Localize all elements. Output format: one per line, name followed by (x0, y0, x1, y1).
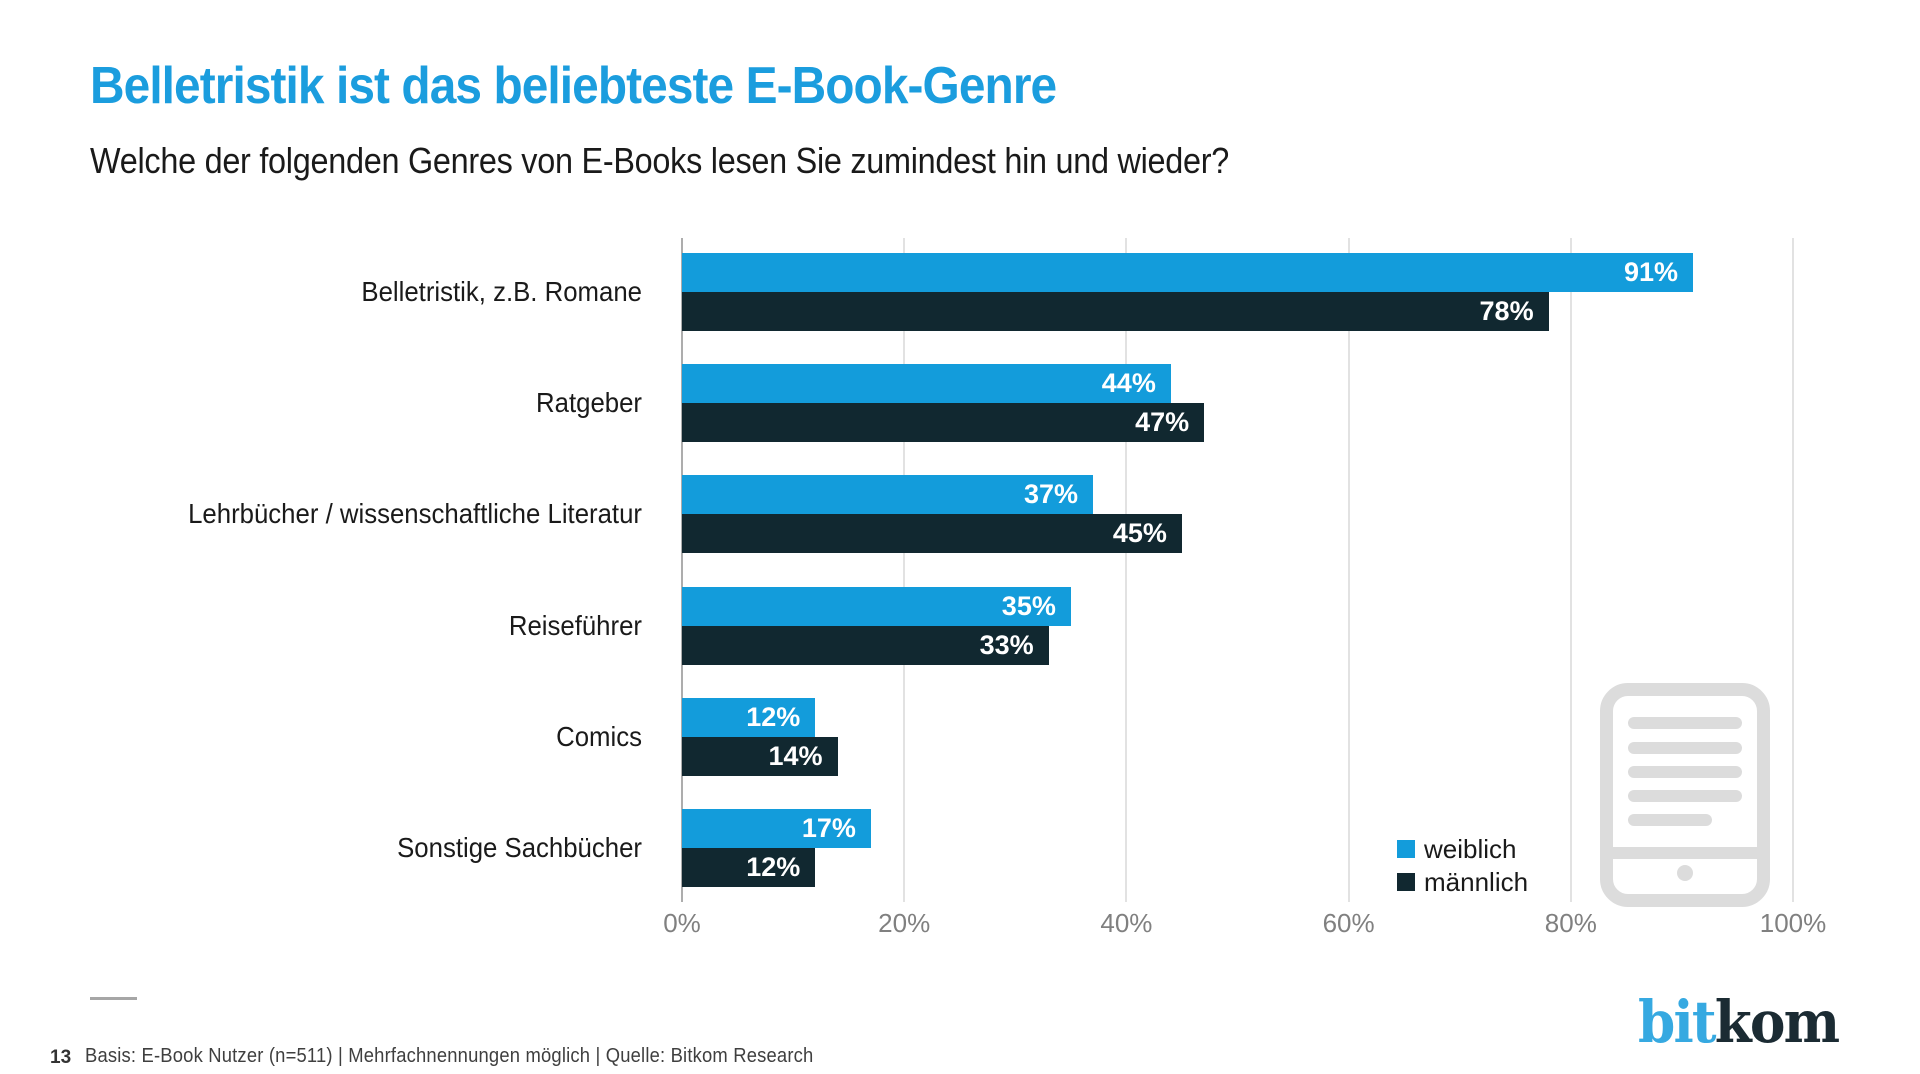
bar-value-label: 17% (801, 813, 856, 843)
bitkom-logo: bitkom (1638, 988, 1840, 1056)
bar-value-label: 47% (1135, 407, 1190, 437)
bar-männlich: 14% (682, 737, 838, 776)
slide-subtitle: Welche der folgenden Genres von E-Books … (90, 140, 1230, 181)
x-tick-label: 20% (878, 908, 931, 938)
bar-value-label: 12% (746, 702, 801, 732)
x-axis-tick-labels: 0% 20% 40% 60% 80% 100% (663, 908, 1826, 948)
category-label: Sonstige Sachbücher (397, 832, 642, 863)
x-tick-label: 60% (1322, 908, 1375, 938)
legend-item-weiblich: weiblich (1397, 833, 1528, 864)
bar-value-label: 45% (1112, 518, 1167, 548)
ereader-watermark-icon (1600, 683, 1770, 907)
bar-weiblich: 44% (682, 364, 1171, 403)
ereader-text-line (1628, 742, 1742, 754)
gridline (903, 238, 906, 902)
ereader-text-line (1628, 766, 1742, 778)
bitkom-logo-kom: kom (1714, 988, 1840, 1056)
category-label: Ratgeber (536, 387, 642, 418)
footer-divider-line (90, 997, 137, 1000)
legend-label: weiblich (1424, 833, 1517, 864)
bar-weiblich: 17% (682, 809, 871, 848)
legend-label: männlich (1424, 866, 1529, 897)
legend-item-männlich: männlich (1397, 866, 1529, 897)
bar-value-label: 14% (768, 741, 823, 771)
bar-männlich: 12% (682, 848, 816, 887)
y-axis-line (681, 238, 683, 902)
bar-männlich: 33% (682, 626, 1049, 665)
category-label: Reiseführer (508, 610, 642, 641)
x-tick-label: 0% (663, 908, 701, 938)
ereader-divider (1613, 847, 1757, 859)
gridline (1125, 238, 1128, 902)
gridline (1347, 238, 1350, 902)
chart-legend: weiblich männlich (1397, 833, 1529, 897)
bar-value-label: 44% (1101, 368, 1156, 398)
category-label: Belletristik, z.B. Romane (361, 276, 642, 307)
bar-value-label: 33% (979, 630, 1034, 660)
bar-weiblich: 91% (682, 253, 1693, 292)
slide-title: Belletristik ist das beliebteste E-Book-… (90, 57, 1057, 115)
bar-value-label: 35% (1001, 591, 1056, 621)
bar-value-label: 78% (1479, 296, 1534, 326)
category-label-column: Belletristik, z.B. Romane Ratgeber Lehrbüc… (40, 238, 662, 902)
ereader-text-line (1628, 790, 1742, 802)
x-tick-label: 100% (1759, 908, 1827, 938)
gridline (1569, 238, 1572, 902)
ereader-home-button (1677, 865, 1693, 881)
bar-weiblich: 12% (682, 698, 816, 737)
bar-männlich: 45% (682, 514, 1182, 553)
x-tick-label: 40% (1100, 908, 1153, 938)
bitkom-logo-bit: bit (1638, 988, 1717, 1056)
ereader-text-line (1628, 814, 1712, 826)
ereader-text-line (1628, 717, 1742, 729)
bar-weiblich: 35% (682, 587, 1071, 626)
plot-area: 91% 78% 44% 47% 37% 45% 35% 33% 12% 14% 17% 12% (681, 238, 1794, 902)
bar-value-label: 37% (1024, 479, 1079, 509)
source-footnote: Basis: E-Book Nutzer (n=511) | Mehrfachn… (85, 1045, 814, 1067)
bar-weiblich: 37% (682, 475, 1094, 514)
bar-männlich: 47% (682, 403, 1205, 442)
category-label: Lehrbücher / wissenschaftliche Literatur (188, 498, 642, 529)
gridline (1792, 238, 1794, 902)
page-number: 13 (50, 1047, 72, 1068)
legend-swatch (1397, 873, 1415, 891)
bar-value-label: 12% (746, 852, 801, 882)
bar-männlich: 78% (682, 292, 1549, 331)
category-label: Comics (556, 721, 642, 752)
legend-swatch (1397, 840, 1415, 858)
bar-value-label: 91% (1623, 257, 1678, 287)
x-tick-label: 80% (1544, 908, 1597, 938)
